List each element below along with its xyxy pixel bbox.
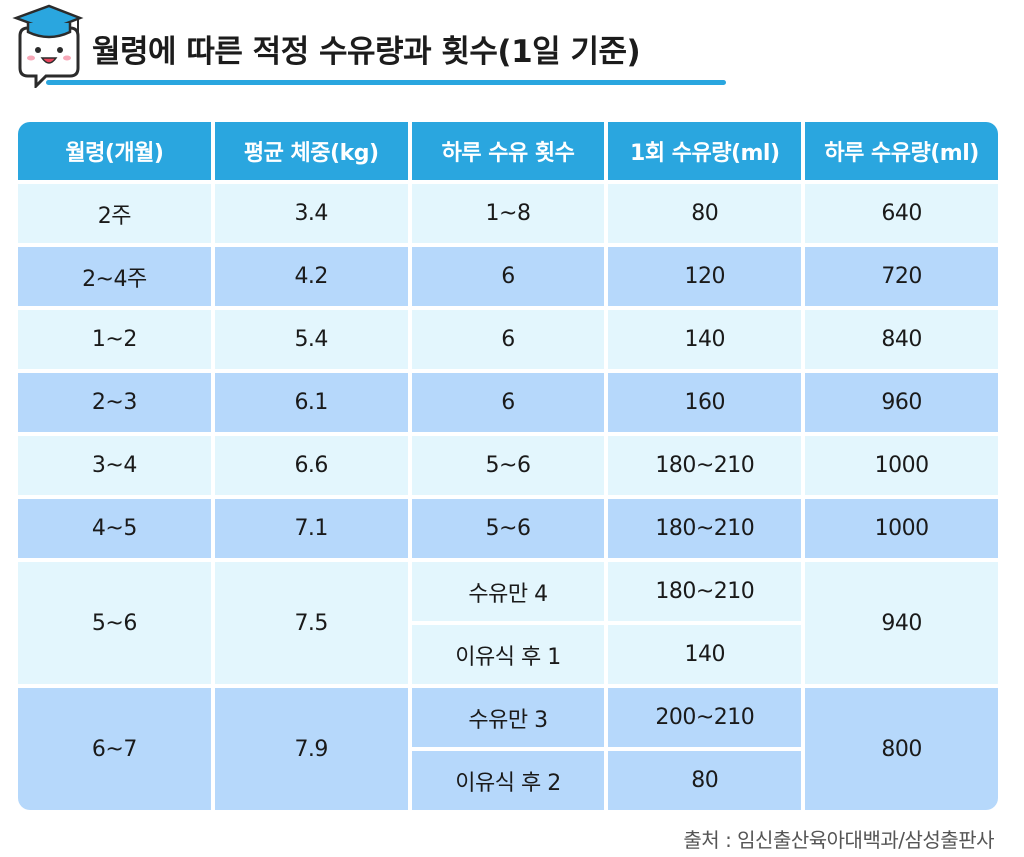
cell-weight: 4.2 <box>214 247 408 306</box>
cell-weight: 6.6 <box>214 436 408 495</box>
header-per-feed: 1회 수유량(ml) <box>608 122 802 180</box>
cell-daily: 720 <box>805 247 998 306</box>
table-row: 2~4주 4.2 6 120 720 <box>18 247 998 306</box>
graduation-cap-speech-bubble-icon <box>12 4 84 88</box>
cell-per-feed: 180~210 <box>608 499 802 558</box>
cell-daily: 1000 <box>805 499 998 558</box>
cell-daily: 800 <box>805 688 998 810</box>
table-row: 1~2 5.4 6 140 840 <box>18 310 998 369</box>
title-underline <box>46 80 726 85</box>
header-count: 하루 수유 횟수 <box>411 122 605 180</box>
cell-count: 수유만 4 <box>411 562 605 621</box>
cell-weight: 7.1 <box>214 499 408 558</box>
cell-count: 6 <box>411 247 605 306</box>
cell-count: 이유식 후 2 <box>411 751 605 810</box>
cell-age: 6~7 <box>18 688 211 810</box>
cell-per-feed: 180~210 <box>608 562 802 621</box>
cell-daily: 640 <box>805 184 998 243</box>
header-age: 월령(개월) <box>18 122 211 180</box>
table-row: 이유식 후 2 80 <box>18 751 998 810</box>
table-row: 3~4 6.6 5~6 180~210 1000 <box>18 436 998 495</box>
cell-daily: 960 <box>805 373 998 432</box>
cell-per-feed: 80 <box>608 184 802 243</box>
cell-count: 6 <box>411 310 605 369</box>
cell-age: 3~4 <box>18 436 211 495</box>
cell-age: 5~6 <box>18 562 211 684</box>
cell-count: 5~6 <box>411 436 605 495</box>
cell-per-feed: 80 <box>608 751 802 810</box>
cell-daily: 840 <box>805 310 998 369</box>
cell-weight: 7.5 <box>214 562 408 684</box>
header-daily: 하루 수유량(ml) <box>805 122 998 180</box>
table-row: 4~5 7.1 5~6 180~210 1000 <box>18 499 998 558</box>
cell-count: 1~8 <box>411 184 605 243</box>
cell-weight: 6.1 <box>214 373 408 432</box>
table-row: 2~3 6.1 6 160 960 <box>18 373 998 432</box>
cell-per-feed: 140 <box>608 625 802 684</box>
cell-per-feed: 180~210 <box>608 436 802 495</box>
cell-age: 2주 <box>18 184 211 243</box>
cell-per-feed: 140 <box>608 310 802 369</box>
cell-age: 2~4주 <box>18 247 211 306</box>
cell-daily: 1000 <box>805 436 998 495</box>
cell-per-feed: 120 <box>608 247 802 306</box>
table-row: 2주 3.4 1~8 80 640 <box>18 184 998 243</box>
header: 월령에 따른 적정 수유량과 횟수(1일 기준) <box>0 0 1024 100</box>
feeding-table: 월령(개월) 평균 체중(kg) 하루 수유 횟수 1회 수유량(ml) 하루 … <box>14 118 1002 814</box>
table-row: 5~6 7.5 수유만 4 180~210 940 <box>18 562 998 684</box>
cell-per-feed: 160 <box>608 373 802 432</box>
table-row: 6~7 7.9 수유만 3 200~210 800 <box>18 688 998 810</box>
table-row: 이유식 후 1 140 <box>18 625 998 684</box>
cell-daily: 940 <box>805 562 998 684</box>
cell-per-feed: 200~210 <box>608 688 802 747</box>
cell-count: 수유만 3 <box>411 688 605 747</box>
cell-count: 5~6 <box>411 499 605 558</box>
cell-weight: 7.9 <box>214 688 408 810</box>
source-credit: 출처 : 임신출산육아대백과/삼성출판사 <box>683 828 994 852</box>
cell-age: 1~2 <box>18 310 211 369</box>
cell-age: 2~3 <box>18 373 211 432</box>
header-weight: 평균 체중(kg) <box>214 122 408 180</box>
cell-count: 6 <box>411 373 605 432</box>
cell-weight: 5.4 <box>214 310 408 369</box>
cell-count: 이유식 후 1 <box>411 625 605 684</box>
cell-age: 4~5 <box>18 499 211 558</box>
page-title: 월령에 따른 적정 수유량과 횟수(1일 기준) <box>92 34 641 70</box>
cell-weight: 3.4 <box>214 184 408 243</box>
table-header-row: 월령(개월) 평균 체중(kg) 하루 수유 횟수 1회 수유량(ml) 하루 … <box>18 122 998 180</box>
